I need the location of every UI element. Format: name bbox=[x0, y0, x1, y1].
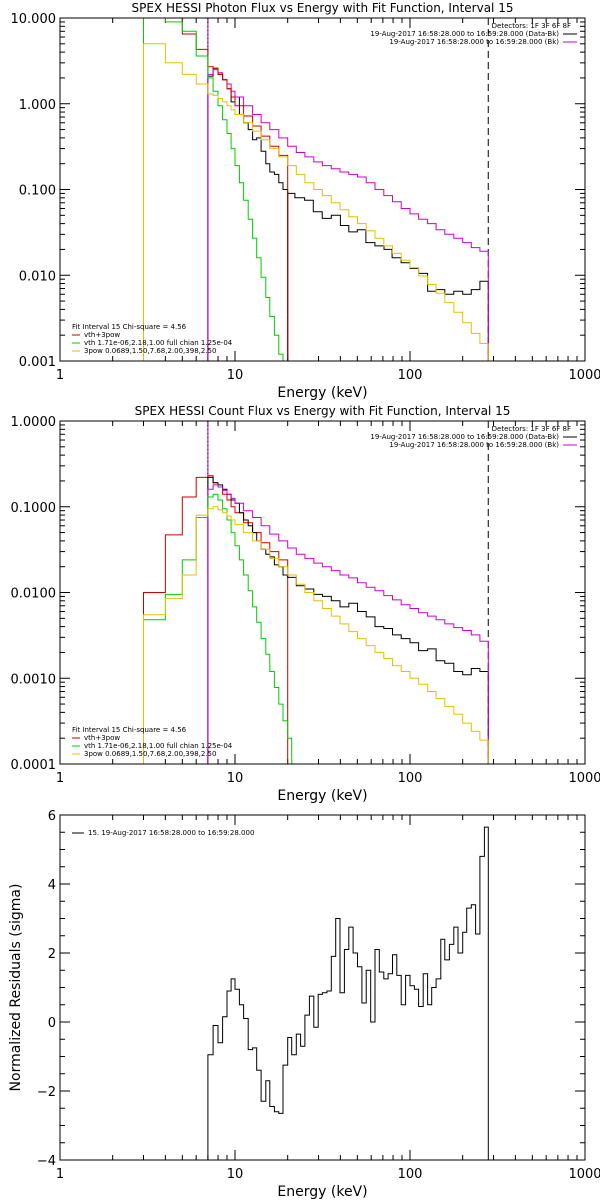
count-series-1 bbox=[207, 476, 489, 764]
photon-series-4 bbox=[143, 18, 292, 361]
count-chart: SPEX HESSI Count Flux vs Energy with Fit… bbox=[11, 404, 600, 804]
photon-x-tick-label: 10 bbox=[227, 368, 244, 383]
photon-y-tick-label: 1.000 bbox=[19, 98, 56, 113]
count-series-2 bbox=[207, 484, 489, 764]
residuals-y-tick-label: 6 bbox=[48, 809, 56, 824]
photon-title: SPEX HESSI Photon Flux vs Energy with Fi… bbox=[132, 1, 514, 15]
photon-y-tick-label: 0.100 bbox=[19, 184, 56, 199]
photon-series-5 bbox=[143, 43, 489, 361]
photon-x-tick-label: 100 bbox=[398, 368, 423, 383]
residuals-series-0 bbox=[207, 826, 489, 1160]
residuals-y-tick-label: 0 bbox=[48, 1016, 56, 1031]
count-legend-bottom-entry: vth 1.71e-06,2.18,1.00 full chian 1.25e-… bbox=[84, 742, 233, 750]
residuals-x-tick-label: 10 bbox=[227, 1167, 244, 1182]
residuals-legend-entry: 15. 19-Aug-2017 16:58:28.000 to 16:59:28… bbox=[88, 829, 254, 837]
photon-x-tick-label: 1000 bbox=[568, 368, 600, 383]
count-series-3 bbox=[143, 493, 293, 764]
count-x-tick-label: 1 bbox=[56, 771, 64, 786]
photon-series-2 bbox=[207, 69, 489, 361]
residuals-plot-frame bbox=[59, 814, 586, 1161]
count-legend-bottom-entry: Fit Interval 15 Chi-square = 4.56 bbox=[72, 726, 187, 734]
photon-legend-bottom-entry: 3pow 0.0689,1.50,7.68,2.00,398,2.50 bbox=[84, 347, 216, 355]
count-series-4 bbox=[143, 506, 489, 764]
photon-legend-bottom-entry: Fit Interval 15 Chi-square = 4.56 bbox=[72, 323, 187, 331]
count-title: SPEX HESSI Count Flux vs Energy with Fit… bbox=[135, 404, 511, 418]
residuals-x-tick-label: 1000 bbox=[568, 1167, 600, 1182]
count-x-tick-label: 100 bbox=[398, 771, 423, 786]
photon-legend-bottom-entry: vth+3pow bbox=[84, 331, 120, 339]
photon-legend-bottom-entry: vth 1.71e-06,2.18,1.00 full chian 1.25e-… bbox=[84, 339, 233, 347]
count-x-axis-label: Energy (keV) bbox=[277, 788, 367, 804]
photon-y-tick-label: 0.010 bbox=[19, 269, 56, 284]
photon-y-tick-label: 10.000 bbox=[11, 12, 57, 27]
residuals-y-axis-label: Normalized Residuals (sigma) bbox=[8, 884, 24, 1092]
count-x-tick-label: 1000 bbox=[568, 771, 600, 786]
residuals-y-tick-label: −4 bbox=[37, 1154, 56, 1169]
photon-legend-top-entry: 19-Aug-2017 16:58:28.000 to 16:59:28.000… bbox=[370, 30, 559, 38]
count-legend-bottom-entry: vth+3pow bbox=[84, 734, 120, 742]
photon-legend-top-entry: Detectors: 1F 3F 6F 8F bbox=[492, 22, 571, 30]
photon-chart: SPEX HESSI Photon Flux vs Energy with Fi… bbox=[11, 1, 600, 401]
photon-y-tick-label: 0.001 bbox=[19, 355, 56, 370]
photon-plot-frame bbox=[59, 17, 586, 362]
residuals-y-tick-label: −2 bbox=[37, 1085, 56, 1100]
residuals-x-tick-label: 100 bbox=[398, 1167, 423, 1182]
residuals-chart: 1 10 100 1000 −4 −2 0 2 4 6 Energy (keV) Normalized… bbox=[8, 809, 600, 1200]
count-plot-frame bbox=[59, 420, 586, 765]
photon-legend-top-entry: 19-Aug-2017 16:58:28.000 to 16:59:28.000… bbox=[389, 38, 559, 46]
count-data bbox=[143, 421, 489, 764]
photon-x-axis-label: Energy (keV) bbox=[277, 385, 367, 401]
residuals-data bbox=[207, 826, 489, 1160]
count-legend-top-entry: 19-Aug-2017 16:58:28.000 to 16:59:28.000… bbox=[370, 433, 559, 441]
count-legend-bottom-entry: 3pow 0.0689,1.50,7.68,2.00,398,2.50 bbox=[84, 750, 216, 758]
photon-x-tick-label: 1 bbox=[56, 368, 64, 383]
photon-data bbox=[143, 18, 489, 361]
residuals-y-tick-label: 4 bbox=[48, 878, 56, 893]
count-y-tick-label: 1.0000 bbox=[11, 415, 57, 430]
residuals-x-tick-label: 1 bbox=[56, 1167, 64, 1182]
count-y-tick-label: 0.1000 bbox=[11, 501, 57, 516]
residuals-y-tick-label: 2 bbox=[48, 947, 56, 962]
count-x-tick-label: 10 bbox=[227, 771, 244, 786]
count-legend-top-entry: 19-Aug-2017 16:58:28.000 to 16:59:28.000… bbox=[389, 441, 559, 449]
count-y-tick-label: 0.0001 bbox=[11, 758, 57, 773]
count-y-tick-label: 0.0010 bbox=[11, 672, 57, 687]
count-series-0 bbox=[143, 475, 289, 764]
count-legend-top-entry: Detectors: 1F 3F 6F 8F bbox=[492, 425, 571, 433]
count-y-tick-label: 0.0100 bbox=[11, 587, 57, 602]
photon-series-0 bbox=[287, 192, 489, 361]
residuals-x-axis-label: Energy (keV) bbox=[277, 1184, 367, 1200]
